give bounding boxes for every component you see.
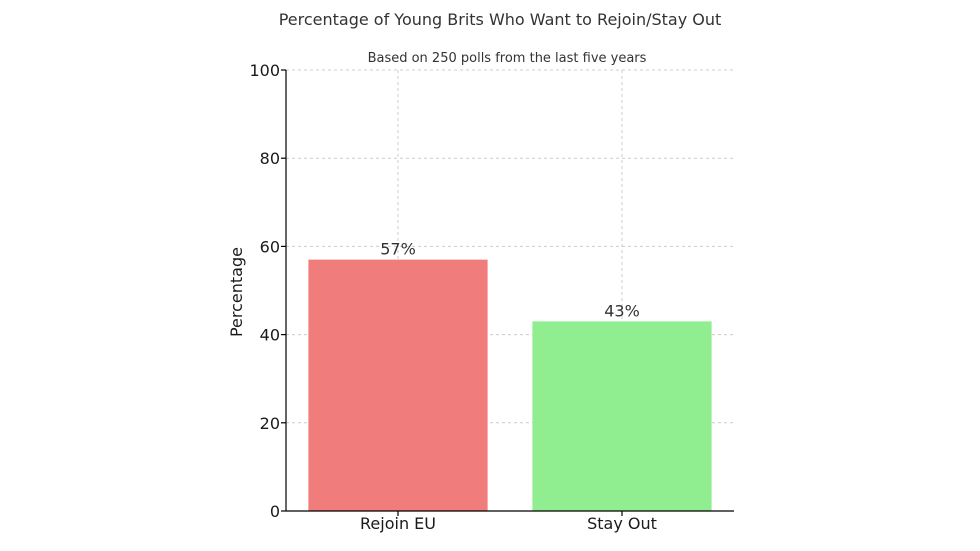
data-label: 57% [380, 240, 416, 259]
y-tick-label: 20 [260, 414, 280, 433]
x-tick-label: Rejoin EU [360, 514, 436, 533]
bar-stay-out [532, 321, 712, 511]
y-tick-label: 0 [270, 502, 280, 521]
tick-labels: 0 20 40 60 80 100 Rejoin EU Stay Out [249, 61, 656, 533]
data-labels: 57% 43% [380, 240, 640, 321]
y-tick-label: 40 [260, 326, 280, 345]
chart-title: Percentage of Young Brits Who Want to Re… [279, 10, 722, 29]
y-tick-label: 100 [249, 61, 280, 80]
x-tick-label: Stay Out [587, 514, 657, 533]
y-tick-label: 60 [260, 237, 280, 256]
chart-subtitle: Based on 250 polls from the last five ye… [368, 51, 647, 66]
bars [308, 259, 712, 511]
data-label: 43% [604, 301, 640, 320]
y-tick-label: 80 [260, 149, 280, 168]
y-axis-label: Percentage [227, 247, 246, 337]
bar-rejoin-eu [308, 259, 488, 511]
